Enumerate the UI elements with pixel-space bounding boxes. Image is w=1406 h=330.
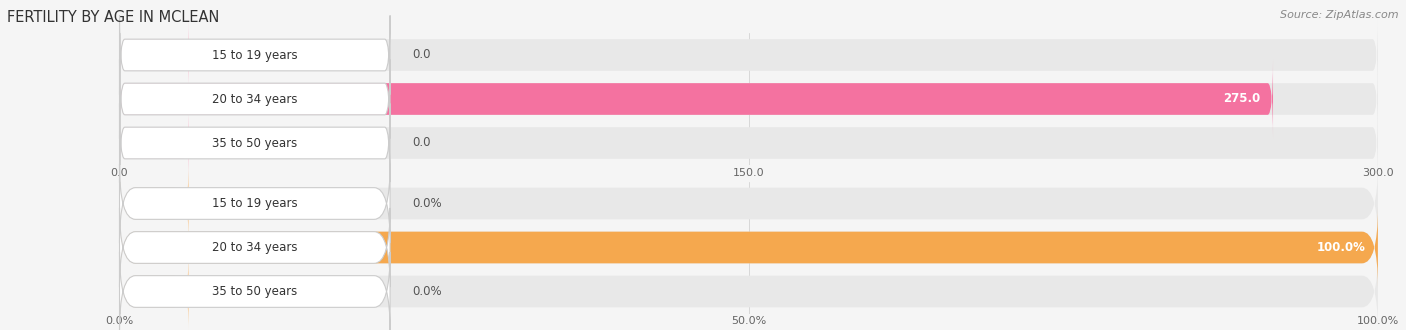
FancyBboxPatch shape: [120, 164, 188, 243]
FancyBboxPatch shape: [120, 59, 1378, 139]
Text: 35 to 50 years: 35 to 50 years: [212, 285, 298, 298]
FancyBboxPatch shape: [120, 16, 188, 95]
Text: 20 to 34 years: 20 to 34 years: [212, 92, 298, 106]
FancyBboxPatch shape: [120, 59, 1272, 139]
Text: Source: ZipAtlas.com: Source: ZipAtlas.com: [1281, 10, 1399, 20]
FancyBboxPatch shape: [120, 164, 389, 243]
FancyBboxPatch shape: [120, 208, 1378, 287]
Text: 0.0: 0.0: [413, 49, 432, 61]
FancyBboxPatch shape: [120, 252, 389, 330]
FancyBboxPatch shape: [120, 103, 188, 182]
FancyBboxPatch shape: [120, 164, 1378, 243]
FancyBboxPatch shape: [120, 16, 1378, 95]
FancyBboxPatch shape: [120, 252, 1378, 330]
Text: 0.0%: 0.0%: [413, 197, 443, 210]
Text: 0.0%: 0.0%: [413, 285, 443, 298]
Text: 15 to 19 years: 15 to 19 years: [212, 49, 298, 61]
FancyBboxPatch shape: [120, 103, 389, 182]
Text: 100.0%: 100.0%: [1316, 241, 1365, 254]
Text: 35 to 50 years: 35 to 50 years: [212, 137, 298, 149]
FancyBboxPatch shape: [120, 208, 389, 287]
Text: FERTILITY BY AGE IN MCLEAN: FERTILITY BY AGE IN MCLEAN: [7, 10, 219, 25]
FancyBboxPatch shape: [120, 16, 389, 95]
FancyBboxPatch shape: [120, 208, 1378, 287]
Text: 275.0: 275.0: [1223, 92, 1260, 106]
Text: 20 to 34 years: 20 to 34 years: [212, 241, 298, 254]
Text: 15 to 19 years: 15 to 19 years: [212, 197, 298, 210]
FancyBboxPatch shape: [120, 103, 1378, 182]
FancyBboxPatch shape: [120, 252, 188, 330]
Text: 0.0: 0.0: [413, 137, 432, 149]
FancyBboxPatch shape: [120, 59, 389, 139]
